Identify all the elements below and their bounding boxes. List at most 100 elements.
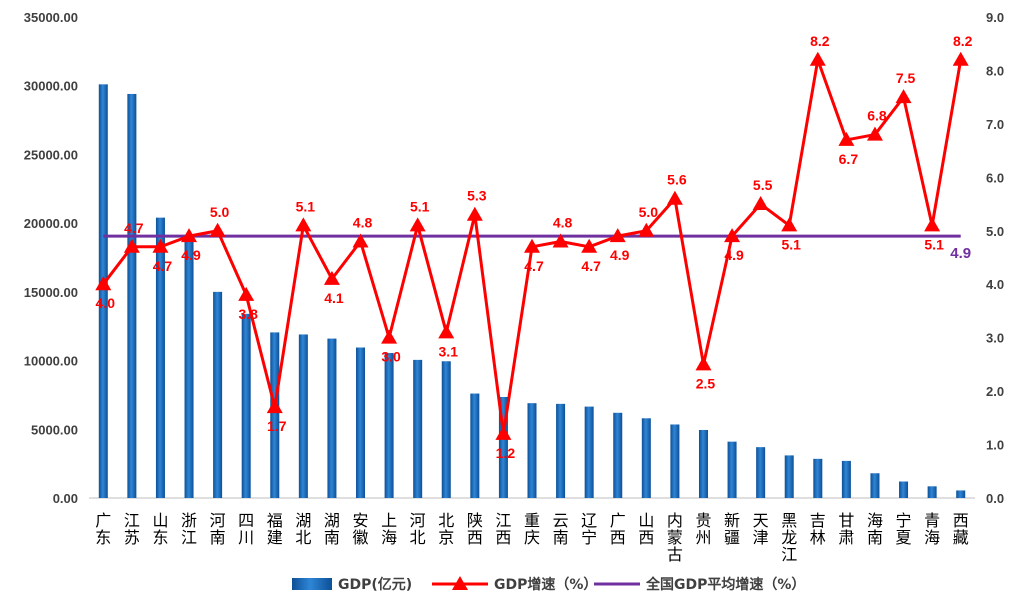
gdp-growth-marker — [209, 222, 226, 237]
gdp-bar — [441, 361, 451, 498]
gdp-growth-data-label: 3.0 — [381, 349, 401, 365]
y-right-tick-label: 7.0 — [986, 117, 1004, 132]
gdp-bar — [727, 441, 737, 498]
gdp-growth-data-label: 2.5 — [696, 375, 716, 391]
gdp-growth-marker — [123, 238, 140, 253]
gdp-growth-marker — [924, 217, 941, 232]
gdp-growth-data-label: 4.0 — [96, 295, 116, 311]
gdp-bar — [127, 93, 137, 499]
gdp-growth-marker — [752, 196, 769, 211]
y-right-tick-label: 0.0 — [986, 491, 1004, 506]
gdp-growth-marker — [95, 276, 112, 291]
gdp-bar — [384, 353, 394, 498]
gdp-growth-marker — [895, 89, 912, 104]
gdp-growth-data-label: 4.9 — [610, 247, 630, 263]
x-tick-label: 新疆 — [724, 511, 740, 547]
gdp-growth-marker — [438, 324, 455, 339]
gdp-growth-data-label: 4.9 — [724, 247, 744, 263]
gdp-bar — [155, 217, 165, 498]
gdp-bar — [870, 473, 880, 498]
y-left-tick-label: 20000.00 — [24, 216, 78, 231]
y-left-tick-label: 25000.00 — [24, 147, 78, 162]
gdp-growth-data-label: 4.9 — [181, 247, 201, 263]
x-tick-label: 山东 — [152, 511, 168, 547]
gdp-growth-data-label: 5.5 — [753, 177, 773, 193]
legend-bar-swatch — [292, 578, 332, 590]
x-tick-label: 甘肃 — [838, 511, 854, 547]
gdp-growth-data-label: 3.1 — [439, 343, 459, 359]
x-tick-label: 江苏 — [124, 511, 140, 547]
y-left-tick-label: 15000.00 — [24, 285, 78, 300]
gdp-bar — [698, 429, 708, 498]
x-tick-label: 贵州 — [695, 511, 711, 547]
y-right-tick-label: 5.0 — [986, 224, 1004, 239]
gdp-bar — [184, 236, 194, 498]
x-tick-label: 河南 — [210, 511, 226, 547]
gdp-bar — [584, 406, 594, 498]
gdp-bar — [470, 393, 480, 498]
gdp-bar — [298, 334, 308, 498]
x-tick-label: 西藏 — [953, 511, 969, 547]
gdp-bar — [241, 313, 251, 498]
gdp-bar — [841, 460, 851, 498]
x-tick-label: 湖南 — [324, 511, 340, 547]
gdp-growth-marker — [581, 238, 598, 253]
gdp-growth-data-label: 3.8 — [238, 306, 258, 322]
x-tick-label: 重庆 — [524, 511, 540, 547]
gdp-growth-data-label: 5.0 — [210, 204, 230, 220]
gdp-growth-marker — [695, 356, 712, 371]
y-right-tick-label: 6.0 — [986, 170, 1004, 185]
legend-gdp-label: GDP(亿元) — [338, 576, 412, 593]
y-right-tick-label: 8.0 — [986, 63, 1004, 78]
gdp-bar — [927, 486, 937, 498]
data-labels: 4.0 4.7 4.7 4.9 5.0 3.8 1.7 5.1 4.1 4.8 3.0 5.1 3.1 5… — [96, 33, 973, 461]
y-left-tick-label: 0.00 — [53, 491, 78, 506]
legend-average-label: 全国GDP平均增速（%） — [645, 576, 805, 593]
gdp-growth-data-label: 4.8 — [553, 214, 573, 230]
gdp-growth-data-label: 8.2 — [953, 33, 973, 49]
gdp-growth-marker — [152, 238, 169, 253]
gdp-bar — [356, 347, 366, 498]
x-tick-label: 内蒙古 — [667, 511, 683, 564]
x-tick-label: 天津 — [753, 511, 769, 547]
gdp-bar — [327, 338, 337, 498]
gdp-bar — [213, 291, 223, 498]
y-right-tick-label: 3.0 — [986, 331, 1004, 346]
x-tick-label: 陕西 — [467, 511, 483, 547]
gdp-growth-data-label: 4.7 — [581, 258, 601, 274]
gdp-growth-marker — [638, 222, 655, 237]
gdp-growth-marker — [238, 286, 255, 301]
gdp-growth-data-label: 5.6 — [667, 172, 687, 188]
gdp-growth-marker — [838, 131, 855, 146]
x-tick-label: 四川 — [238, 511, 254, 547]
gdp-growth-data-label: 5.1 — [296, 198, 316, 214]
x-tick-label: 山西 — [638, 511, 654, 547]
gdp-growth-data-label: 1.7 — [267, 418, 287, 434]
y-right-tick-label: 2.0 — [986, 384, 1004, 399]
gdp-growth-marker — [866, 126, 883, 141]
gdp-growth-marker — [409, 217, 426, 232]
y-left-tick-label: 35000.00 — [24, 10, 78, 25]
gdp-growth-data-label: 4.8 — [353, 214, 373, 230]
gdp-bar — [413, 359, 423, 498]
x-tick-label: 宁夏 — [896, 511, 912, 547]
gdp-bar — [899, 481, 909, 498]
x-tick-label: 广西 — [610, 511, 626, 547]
x-tick-label: 青海 — [924, 511, 940, 547]
gdp-growth-data-label: 5.3 — [467, 188, 487, 204]
gdp-growth-data-label: 4.1 — [324, 290, 344, 306]
y-left-tick-label: 5000.00 — [31, 422, 78, 437]
axes: 0.00 5000.00 10000.00 15000.00 20000.00 25000… — [24, 10, 1004, 564]
y-left-tick-label: 30000.00 — [24, 79, 78, 94]
gdp-growth-data-label: 4.7 — [524, 258, 544, 274]
x-tick-label: 福建 — [267, 511, 283, 547]
gdp-growth-data-label: 4.7 — [153, 258, 173, 274]
legend-growth-label: GDP增速（%） — [494, 576, 597, 593]
gdp-growth-marker — [495, 425, 512, 440]
gdp-growth-data-label: 5.1 — [410, 198, 430, 214]
gdp-bar — [641, 418, 651, 498]
gdp-growth-marker — [952, 51, 969, 66]
y-left-tick-label: 10000.00 — [24, 354, 78, 369]
